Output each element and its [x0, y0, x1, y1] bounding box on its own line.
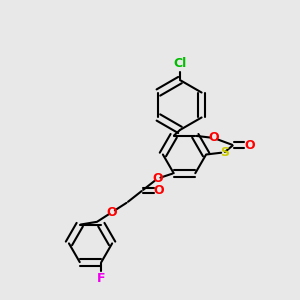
Text: F: F — [97, 272, 106, 285]
Text: O: O — [244, 139, 255, 152]
Text: O: O — [208, 131, 219, 145]
Text: O: O — [152, 172, 163, 185]
Text: Cl: Cl — [173, 57, 187, 70]
Text: S: S — [220, 146, 229, 159]
Text: O: O — [107, 206, 118, 219]
Text: O: O — [153, 184, 164, 197]
